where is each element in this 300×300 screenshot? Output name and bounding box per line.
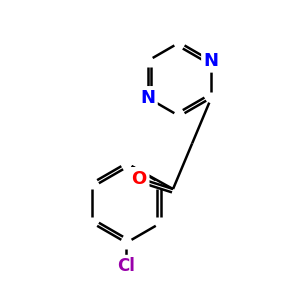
Text: N: N bbox=[204, 52, 219, 70]
Text: Cl: Cl bbox=[118, 257, 135, 275]
Text: N: N bbox=[140, 89, 155, 107]
Text: O: O bbox=[132, 170, 147, 188]
